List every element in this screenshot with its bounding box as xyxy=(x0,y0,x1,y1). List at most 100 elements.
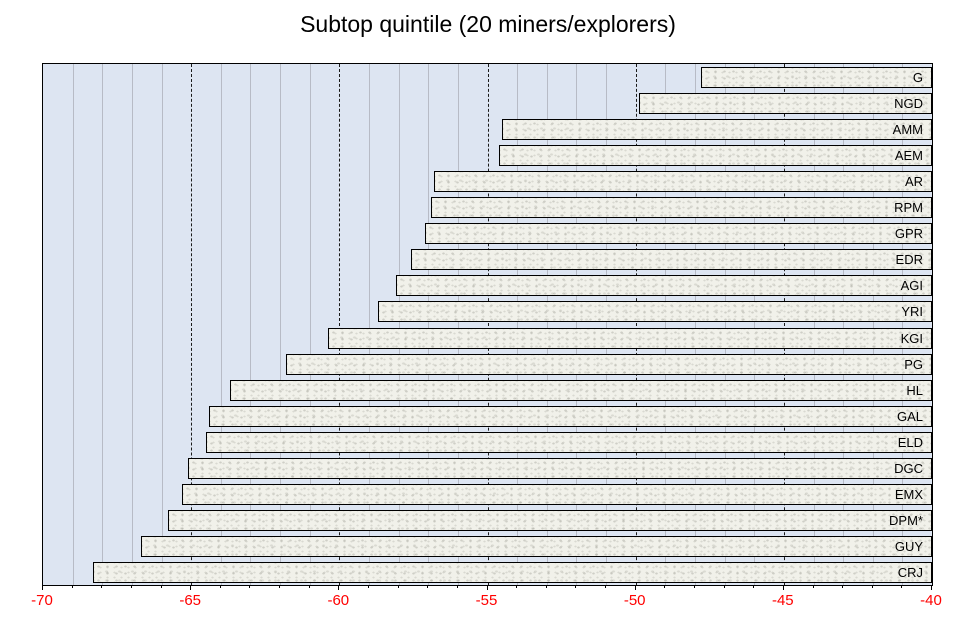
bar-row: CRJ xyxy=(43,559,932,585)
bar-row: AR xyxy=(43,168,932,194)
x-axis: -70 -65 -60 -55 -50 -45 -40 xyxy=(31,585,942,615)
bar-kgi: KGI xyxy=(327,327,932,349)
bar-row: DGC xyxy=(43,455,932,481)
minor-gridline xyxy=(398,64,400,585)
x-tick-label: -55 xyxy=(475,592,498,609)
minor-tick xyxy=(516,585,518,588)
minor-gridline xyxy=(220,64,222,585)
x-tick-label: -70 xyxy=(31,592,53,609)
minor-tick xyxy=(871,585,873,588)
bar-guy: GUY xyxy=(140,535,932,557)
bar-yri: YRI xyxy=(377,301,932,323)
bar-g: G xyxy=(700,67,932,88)
minor-tick xyxy=(575,585,577,588)
minor-tick xyxy=(71,585,73,588)
bar-label: GPR xyxy=(894,226,923,242)
major-gridline xyxy=(635,64,637,585)
bar-hl: HL xyxy=(229,379,932,401)
bar-label: EMX xyxy=(894,486,923,502)
minor-tick xyxy=(901,585,903,588)
minor-gridline xyxy=(843,64,845,585)
major-gridline xyxy=(339,64,341,585)
bar-label: KGI xyxy=(900,330,923,346)
minor-gridline xyxy=(517,64,519,585)
bar-edr: EDR xyxy=(410,249,932,271)
bar-label: G xyxy=(912,70,923,85)
bar-label: AGI xyxy=(900,278,923,294)
bar-dgc: DGC xyxy=(188,457,932,479)
bar-label: DGC xyxy=(894,460,923,476)
bar-row: RPM xyxy=(43,194,932,220)
x-tick-label: -45 xyxy=(771,592,794,609)
chart-title: Subtop quintile (20 miners/explorers) xyxy=(300,11,676,37)
bar-row: AEM xyxy=(43,142,932,168)
bar-label: AMM xyxy=(892,122,923,138)
bar-row: KGI xyxy=(43,325,932,351)
bar-label: ELD xyxy=(897,434,923,450)
bar-gal: GAL xyxy=(208,405,932,427)
minor-gridline xyxy=(724,64,726,585)
minor-gridline xyxy=(309,64,311,585)
bar-gpr: GPR xyxy=(425,223,932,245)
x-tick-label: -60 xyxy=(327,592,350,609)
minor-gridline xyxy=(546,64,548,585)
bar-row: ELD xyxy=(43,429,932,455)
bar-label: AR xyxy=(904,174,923,190)
bar-label: NGD xyxy=(894,96,923,112)
minor-tick xyxy=(130,585,132,588)
bar-row: G xyxy=(43,64,932,90)
x-tick-label: -65 xyxy=(179,592,202,609)
bar-row: HL xyxy=(43,377,932,403)
major-tick xyxy=(931,585,932,590)
minor-tick xyxy=(368,585,369,588)
bar-row: GAL xyxy=(43,403,932,429)
minor-gridline xyxy=(457,64,459,585)
bar-label: PG xyxy=(904,356,923,372)
bar-amm: AMM xyxy=(502,119,932,141)
major-gridline xyxy=(191,64,193,585)
bar-label: EDR xyxy=(895,252,923,268)
major-tick xyxy=(338,585,340,590)
minor-tick xyxy=(397,585,399,588)
bar-row: EDR xyxy=(43,246,932,272)
x-tick-label: -50 xyxy=(623,592,646,609)
minor-tick xyxy=(664,585,666,588)
bar-eld: ELD xyxy=(206,431,932,453)
minor-tick xyxy=(249,585,251,588)
bar-rpm: RPM xyxy=(431,197,932,219)
minor-tick xyxy=(545,585,547,588)
minor-gridline xyxy=(369,64,370,585)
bar-ngd: NGD xyxy=(638,93,932,115)
bar-label: AEM xyxy=(894,148,923,164)
major-tick xyxy=(782,585,784,590)
bar-row: GUY xyxy=(43,533,932,559)
bar-label: GAL xyxy=(896,408,923,424)
minor-gridline xyxy=(250,64,252,585)
bar-row: YRI xyxy=(43,298,932,324)
minor-tick xyxy=(842,585,844,588)
minor-tick xyxy=(812,585,814,588)
bar-crj: CRJ xyxy=(93,561,932,583)
minor-tick xyxy=(693,585,695,588)
bar-agi: AGI xyxy=(395,275,932,297)
minor-tick xyxy=(101,585,103,588)
bar-pg: PG xyxy=(286,353,932,375)
major-tick xyxy=(190,585,192,590)
bar-label: HL xyxy=(906,382,923,398)
bar-emx: EMX xyxy=(182,483,932,505)
minor-tick xyxy=(219,585,221,588)
bar-dpm: DPM* xyxy=(167,509,932,531)
minor-gridline xyxy=(665,64,667,585)
minor-gridline xyxy=(754,64,756,585)
bar-row: AMM xyxy=(43,116,932,142)
major-tick xyxy=(634,585,636,590)
bar-label: RPM xyxy=(894,200,923,216)
bar-aem: AEM xyxy=(499,145,932,167)
major-tick xyxy=(486,585,488,590)
bar-label: DPM* xyxy=(889,512,923,528)
minor-tick xyxy=(605,585,606,588)
minor-gridline xyxy=(102,64,104,585)
minor-gridline xyxy=(161,64,163,585)
minor-tick xyxy=(456,585,458,588)
minor-gridline xyxy=(813,64,815,585)
